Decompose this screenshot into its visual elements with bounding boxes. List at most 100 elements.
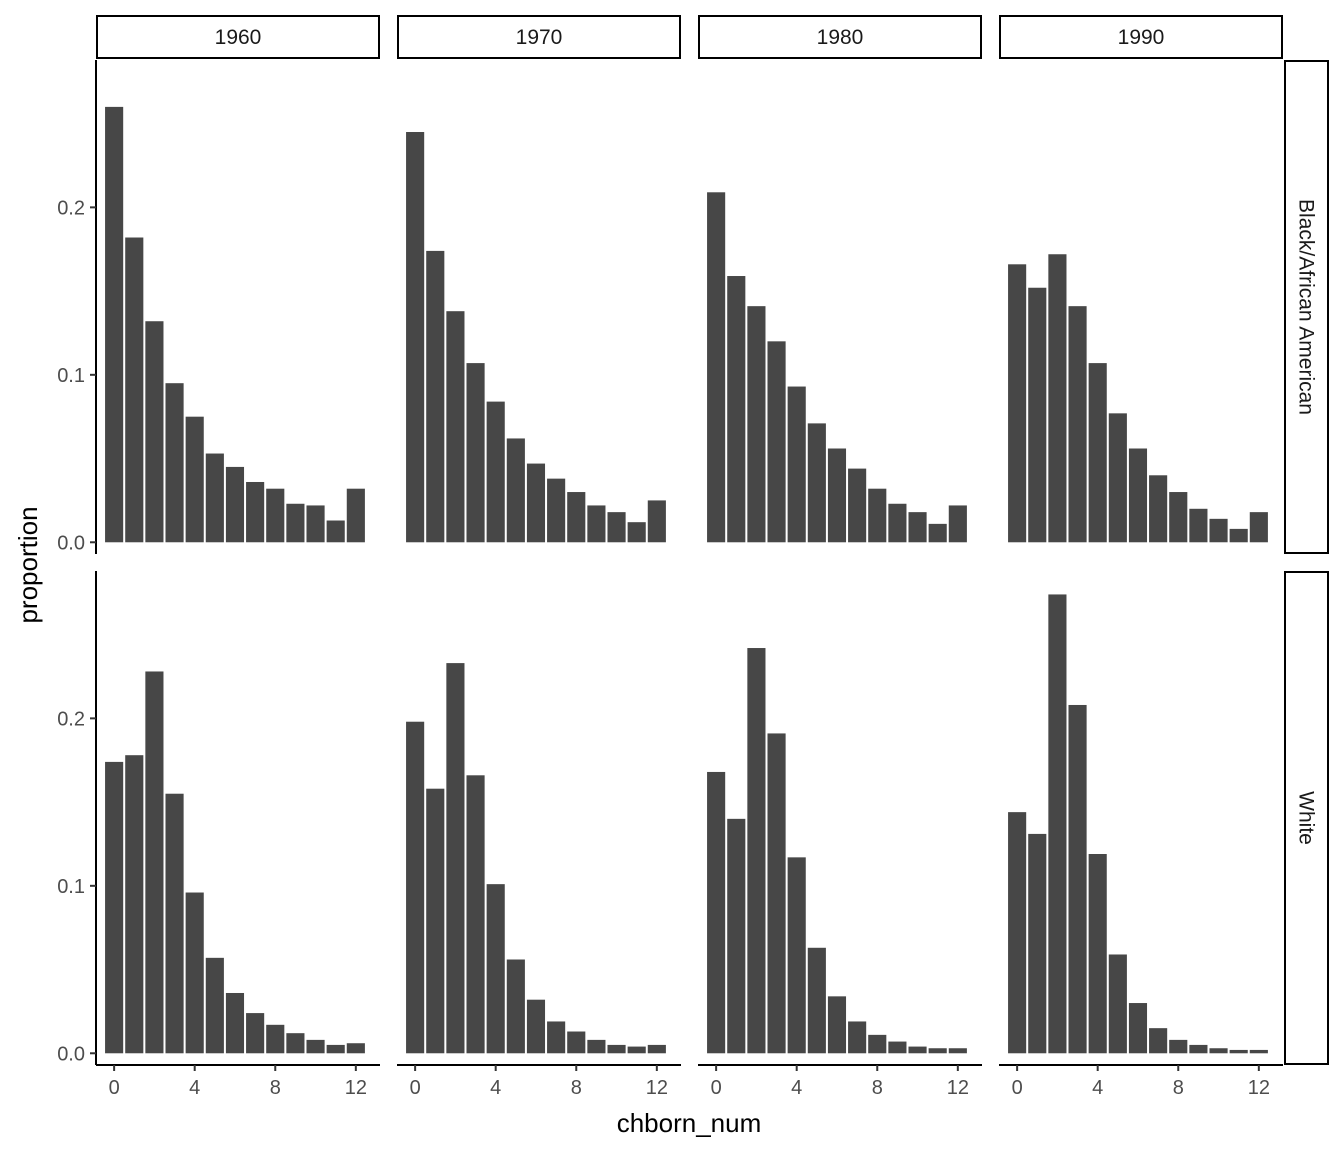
x-tick-label: 12 [1248, 1077, 1270, 1099]
bar [567, 1031, 586, 1054]
strip-box [397, 15, 681, 59]
bar [526, 463, 546, 543]
bar [767, 733, 786, 1054]
x-axis-1960: 0 4 8 12 [96, 1064, 380, 1099]
x-tick-label: 0 [1012, 1077, 1023, 1099]
bar [707, 771, 726, 1054]
bar [888, 1041, 907, 1054]
bar [948, 505, 967, 543]
bar [145, 671, 164, 1054]
bar [526, 999, 546, 1054]
x-tick-label: 12 [345, 1077, 367, 1099]
bar [346, 488, 365, 543]
bar [246, 481, 265, 543]
bar [928, 1048, 947, 1054]
bar [165, 383, 184, 543]
strip-label: 1970 [516, 26, 563, 49]
bar [547, 478, 566, 543]
x-tick-label: 0 [109, 1077, 120, 1099]
bar [787, 857, 806, 1054]
bar [125, 237, 144, 543]
bar [567, 492, 586, 543]
strip-box [96, 15, 380, 59]
panel-black-african-american-1980 [707, 192, 967, 543]
bar [506, 438, 525, 543]
bar [908, 512, 927, 543]
x-tick-label: 0 [711, 1077, 722, 1099]
bar [326, 520, 345, 543]
bar [807, 423, 826, 543]
bar [1088, 854, 1107, 1054]
row-strips: Black/African American White [1284, 60, 1329, 1065]
bar [1088, 363, 1107, 543]
bar [747, 648, 766, 1054]
x-tick-label: 4 [1092, 1077, 1103, 1099]
bar [1128, 448, 1148, 543]
strip-box [698, 15, 982, 59]
bar [1209, 1048, 1228, 1054]
bar [286, 503, 305, 543]
bar [326, 1044, 345, 1054]
bar [1229, 1049, 1248, 1054]
bar [868, 1034, 887, 1054]
x-tick-label: 8 [571, 1077, 582, 1099]
bar [727, 818, 746, 1054]
bar [848, 1021, 867, 1054]
bar [727, 276, 746, 543]
bar [1189, 1044, 1208, 1054]
x-tick-label: 8 [872, 1077, 883, 1099]
x-tick-label: 8 [1173, 1077, 1184, 1099]
bar [205, 453, 224, 543]
y-tick-label: 0.2 [57, 708, 85, 730]
bar [1209, 518, 1228, 543]
y-tick-label: 0.1 [57, 365, 85, 387]
bar [506, 959, 525, 1054]
panel-black-african-american-1960 [105, 106, 365, 543]
bar [145, 321, 164, 543]
bar [928, 523, 947, 543]
strip-1960: 1960 [96, 15, 380, 59]
y-tick-label: 0.0 [57, 1043, 85, 1065]
bar [486, 401, 505, 543]
x-axis-1970: 0 4 8 12 [397, 1064, 681, 1099]
bar [707, 192, 726, 543]
bar [225, 992, 245, 1054]
bar [1048, 594, 1067, 1054]
bar [647, 500, 666, 543]
x-tick-label: 4 [791, 1077, 802, 1099]
bar [827, 448, 847, 543]
strip-black-african-american: Black/African American [1284, 60, 1329, 554]
bar [1229, 528, 1248, 543]
bar [1068, 306, 1087, 543]
bar [908, 1046, 927, 1054]
bar [1169, 1039, 1188, 1054]
panel-black-african-american-1970 [406, 132, 666, 543]
bar [747, 306, 766, 543]
bar [426, 250, 445, 543]
bar [1108, 413, 1127, 543]
bar [246, 1013, 265, 1054]
strip-1990: 1990 [999, 15, 1283, 59]
strip-box [1284, 571, 1329, 1065]
x-tick-label: 0 [410, 1077, 421, 1099]
bar [888, 503, 907, 543]
bar [446, 663, 465, 1054]
bar [547, 1021, 566, 1054]
panel-black-african-american-1990 [1008, 254, 1268, 543]
bar [1008, 812, 1027, 1054]
bar [627, 522, 646, 543]
bar [125, 755, 144, 1054]
x-axes: 0 4 8 12 0 4 8 12 0 4 8 12 0 4 8 12 [96, 1064, 1283, 1099]
bar [1008, 264, 1027, 543]
bar [787, 386, 806, 543]
bar [105, 106, 124, 543]
x-tick-label: 8 [270, 1077, 281, 1099]
bar [426, 788, 445, 1054]
bar [587, 505, 606, 543]
y-tick-label: 0.2 [57, 197, 85, 219]
x-tick-label: 4 [189, 1077, 200, 1099]
bar [466, 363, 485, 543]
bar [1169, 492, 1188, 543]
panels [105, 106, 1268, 1054]
bar [105, 761, 124, 1054]
